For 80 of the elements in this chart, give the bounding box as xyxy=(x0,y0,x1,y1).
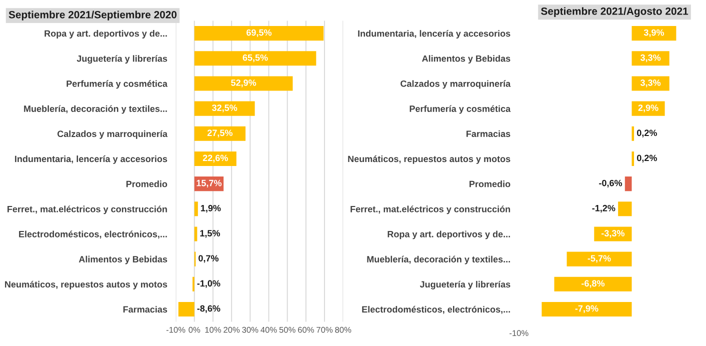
data-label: -5,7% xyxy=(588,255,611,263)
y-tick-label: Promedio xyxy=(470,180,510,188)
y-tick-label: Mueblería, decoración y textiles... xyxy=(24,105,167,114)
data-label: 0,2% xyxy=(636,130,657,138)
bar xyxy=(632,26,676,41)
data-label: 65,5% xyxy=(242,54,268,62)
bar xyxy=(194,126,246,141)
y-tick-label: Juguetería y librerías xyxy=(420,280,510,290)
data-label: 3,9% xyxy=(644,29,664,38)
chart-title: Septiembre 2021/Septiembre 2020 xyxy=(8,10,177,20)
chart-title: Septiembre 2021/Agosto 2021 xyxy=(541,7,688,17)
y-tick-label: Electrodomésticos, electrónicos,... xyxy=(362,306,510,314)
y-tick-label: Promedio xyxy=(126,180,168,188)
data-label: -3,3% xyxy=(602,230,624,238)
data-label: 3,3% xyxy=(640,80,661,88)
y-tick-label: Ropa y art. deportivos y de... xyxy=(44,30,167,38)
y-tick-label: Farmacias xyxy=(123,306,168,313)
data-label: -1,2% xyxy=(592,204,616,213)
bar xyxy=(624,176,632,192)
data-label: 15,7% xyxy=(196,180,222,188)
y-tick-label: Ropa y art. deportivos y de... xyxy=(388,230,510,240)
x-tick-label: 70% xyxy=(316,326,333,333)
x-tick-label: 30% xyxy=(242,326,258,333)
data-label: -1,0% xyxy=(197,280,220,288)
y-tick-label: Perfumería y cosmética xyxy=(410,105,511,114)
y-tick-label: Perfumería y cosmética xyxy=(66,80,168,89)
y-tick-label: Calzados y marroquinería xyxy=(57,130,168,139)
y-tick-label: Indumentaria, lencería y accesorios xyxy=(15,155,168,164)
data-label: -0,6% xyxy=(599,180,622,188)
x-tick-label: 20% xyxy=(224,326,240,333)
x-tick-label: 40% xyxy=(260,326,277,333)
bar xyxy=(566,252,632,266)
y-tick-label: Indumentaria, lencería y accesorios xyxy=(358,30,510,38)
bar xyxy=(554,276,632,292)
data-label: 32,5% xyxy=(212,104,238,112)
bar xyxy=(194,26,324,41)
y-tick-label: Neumáticos, repuestos autos y motos xyxy=(348,155,510,164)
bar xyxy=(594,226,632,242)
x-tick-label: 50% xyxy=(279,326,296,333)
bar xyxy=(542,302,632,317)
y-tick-label: Neumáticos, repuestos autos y motos xyxy=(5,280,168,290)
bar xyxy=(632,126,634,141)
data-label: 52,9% xyxy=(231,80,256,88)
data-label: 1,9% xyxy=(200,204,221,213)
bar xyxy=(632,101,665,116)
data-label: 0,2% xyxy=(636,154,657,162)
data-label: 3,3% xyxy=(640,54,661,62)
bar xyxy=(194,226,198,242)
y-tick-label: Alimentos y Bebidas xyxy=(422,55,510,64)
y-tick-label: Juguetería y librerías xyxy=(76,55,168,64)
x-tick-label: 0% xyxy=(188,326,200,333)
y-tick-label: Alimentos y Bebidas xyxy=(78,256,168,264)
bar xyxy=(194,202,198,216)
bar xyxy=(618,202,632,216)
bar xyxy=(632,76,670,91)
y-tick-label: Ferret., mat.eléctricos y construcción xyxy=(8,206,167,214)
y-tick-label: Mueblería, decoración y textiles... xyxy=(367,256,510,264)
bar xyxy=(194,101,255,116)
bar xyxy=(632,151,634,166)
data-label: 22,6% xyxy=(202,154,228,162)
data-label: -7,9% xyxy=(575,305,598,313)
data-label: -8,6% xyxy=(197,305,220,313)
data-label: -6,8% xyxy=(582,280,605,288)
x-tick-label: 80% xyxy=(335,326,352,333)
bar xyxy=(178,302,194,317)
data-label: 0,7% xyxy=(198,255,219,263)
y-tick-label: Farmacias xyxy=(466,130,510,138)
data-label: 27,5% xyxy=(207,130,233,138)
y-tick-label: Ferret., mat.eléctricos y construcción xyxy=(350,206,510,214)
x-tick-label: 10% xyxy=(205,326,222,333)
data-label: 69,5% xyxy=(246,29,272,38)
bar xyxy=(194,76,293,91)
bar xyxy=(632,51,670,66)
data-label: 1,5% xyxy=(200,230,220,238)
data-label: 2,9% xyxy=(638,104,658,112)
y-tick-label: Calzados y marroquinería xyxy=(400,80,511,89)
y-tick-label: Electrodomésticos, electrónicos,... xyxy=(19,230,167,239)
bar xyxy=(194,51,316,66)
x-tick-label: 60% xyxy=(298,326,314,333)
x-tick-label: -10% xyxy=(166,326,186,333)
